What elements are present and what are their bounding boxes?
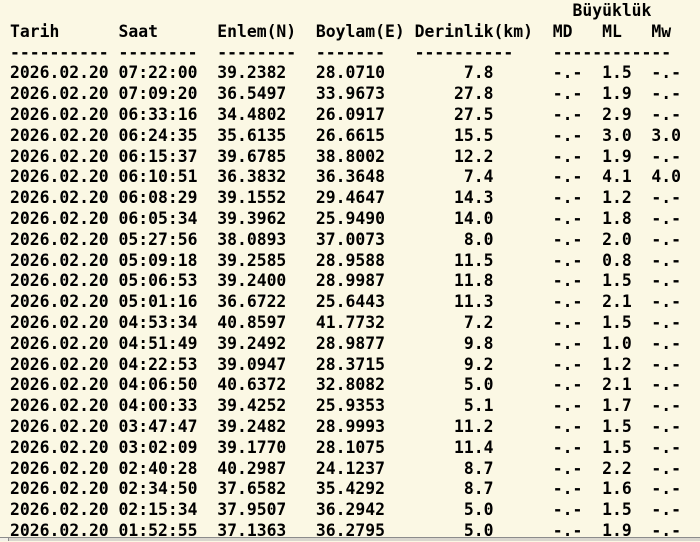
magnitude-group-header: Büyüklük	[10, 1, 652, 20]
table-row: 2026.02.20 06:10:51 36.3832 36.3648 7.4 …	[10, 167, 682, 187]
table-row: 2026.02.20 04:53:34 40.8597 41.7732 7.2 …	[10, 312, 682, 332]
horizontal-scrollbar[interactable]	[0, 537, 700, 541]
table-row: 2026.02.20 02:15:34 37.9507 36.2942 5.0 …	[10, 500, 682, 520]
table-row: 2026.02.20 06:33:16 34.4802 26.0917 27.5…	[10, 104, 682, 124]
table-row: 2026.02.20 05:09:18 39.2585 28.9588 11.5…	[10, 250, 682, 270]
table-row: 2026.02.20 07:22:00 39.2382 28.0710 7.8 …	[10, 63, 682, 83]
table-row: 2026.02.20 04:00:33 39.4252 25.9353 5.1 …	[10, 396, 682, 416]
table-row: 2026.02.20 04:06:50 40.6372 32.8082 5.0 …	[10, 375, 682, 395]
column-header-row: Tarih Saat Enlem(N) Boylam(E) Derinlik(k…	[10, 21, 672, 41]
table-row: 2026.02.20 06:05:34 39.3962 25.9490 14.0…	[10, 208, 682, 228]
separator-row: ---------- -------- -------- ------- ---…	[10, 42, 672, 62]
table-row: 2026.02.20 02:40:28 40.2987 24.1237 8.7 …	[10, 458, 682, 478]
table-row: 2026.02.20 05:27:56 38.0893 37.0073 8.0 …	[10, 229, 682, 249]
table-row: 2026.02.20 06:08:29 39.1552 29.4647 14.3…	[10, 188, 682, 208]
table-row: 2026.02.20 07:09:20 36.5497 33.9673 27.8…	[10, 84, 682, 104]
table-row: 2026.02.20 03:47:47 39.2482 28.9993 11.2…	[10, 416, 682, 436]
table-row: 2026.02.20 02:34:50 37.6582 35.4292 8.7 …	[10, 479, 682, 499]
table-row: 2026.02.20 06:24:35 35.6135 26.6615 15.5…	[10, 125, 682, 145]
table-row: 2026.02.20 03:02:09 39.1770 28.1075 11.4…	[10, 437, 682, 457]
table-row: 2026.02.20 05:06:53 39.2400 28.9987 11.8…	[10, 271, 682, 291]
table-row: 2026.02.20 04:22:53 39.0947 28.3715 9.2 …	[10, 354, 682, 374]
table-row: 2026.02.20 04:51:49 39.2492 28.9877 9.8 …	[10, 333, 682, 353]
table-row: 2026.02.20 01:52:55 37.1363 36.2795 5.0 …	[10, 520, 682, 540]
table-row: 2026.02.20 06:15:37 39.6785 38.8002 12.2…	[10, 146, 682, 166]
scroll-left-button[interactable]	[0, 538, 9, 541]
table-row: 2026.02.20 05:01:16 36.6722 25.6443 11.3…	[10, 292, 682, 312]
